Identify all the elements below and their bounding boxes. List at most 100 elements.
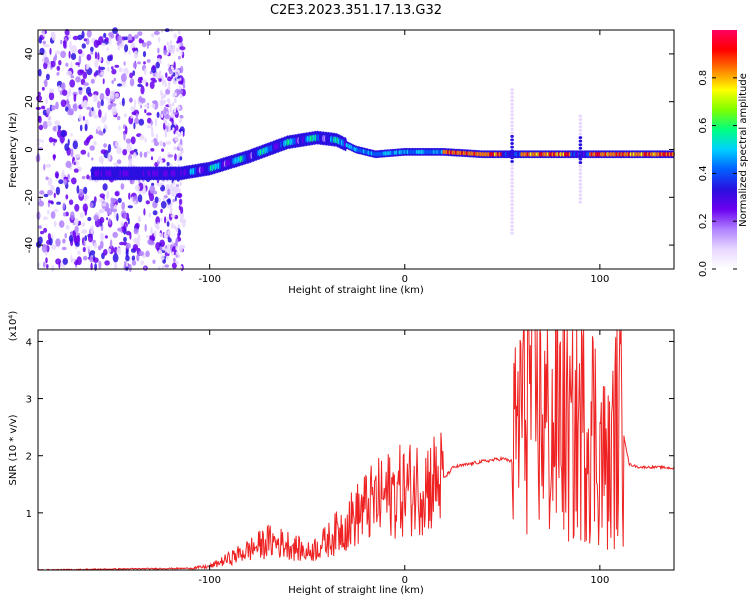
spectrogram-noise-cell [167, 249, 170, 254]
spectrogram-noise-cell [38, 200, 44, 207]
spectrogram-noise-cell [173, 33, 177, 39]
spectrogram-noise-cell [137, 76, 143, 84]
spectrogram-noise-cell [112, 253, 119, 263]
spectrogram-noise-cell [178, 198, 183, 205]
spectrogram-burst-cell [578, 164, 583, 168]
spectrogram-noise-cell [134, 117, 140, 125]
spectrogram-noise-cell [160, 75, 164, 79]
spectrogram-burst-cell [510, 217, 514, 221]
spectrogram-noise-cell [121, 36, 126, 41]
spectrogram-noise-cell [105, 87, 111, 97]
spectrogram-noise-cell [140, 85, 145, 95]
spectrogram-noise-cell [131, 47, 138, 51]
spectrogram-noise-cell [105, 96, 109, 101]
spectrogram-noise-cell [72, 140, 79, 150]
spectrogram-noise-cell [129, 78, 135, 87]
spectrogram-noise-cell [152, 259, 156, 264]
spectrogram-noise-cell [140, 260, 145, 266]
spectrogram-noise-cell [75, 62, 80, 66]
spectrogram-noise-cell [115, 141, 119, 148]
spectrogram-noise-cell [86, 245, 91, 250]
spectrogram-noise-cell [109, 239, 113, 249]
spectrogram-noise-cell [58, 60, 62, 66]
spectrogram-noise-cell [62, 40, 67, 49]
spectrogram-noise-cell [113, 262, 118, 270]
spectrogram-noise-cell [61, 246, 67, 251]
spectrogram-noise-cell [150, 156, 154, 161]
spectrogram-noise-cell [158, 74, 162, 79]
spectrogram-noise-cell [46, 107, 51, 115]
spectrogram-noise-cell [65, 224, 70, 230]
spectrogram-noise-cell [160, 92, 164, 97]
spectrogram-noise-cell [125, 255, 130, 262]
spectrogram-noise-cell [76, 256, 82, 266]
spectrogram-noise-cell [175, 228, 179, 233]
spectrogram-burst-cell [578, 179, 583, 183]
spectrogram-noise-cell [165, 248, 168, 253]
spectrogram-noise-cell [38, 225, 42, 229]
spectrogram-noise-cell [48, 237, 53, 246]
spectrogram-noise-cell [65, 160, 72, 168]
snr-x-tick-label: 0 [402, 575, 408, 586]
spectrogram-noise-cell [55, 238, 61, 247]
spectrogram-noise-cell [159, 232, 162, 237]
spectrogram-noise-cell [70, 61, 73, 70]
spectrogram-noise-cell [153, 30, 160, 36]
spectrogram-noise-cell [47, 189, 53, 196]
spectrogram-noise-cell [175, 73, 178, 78]
spectrogram-noise-cell [141, 79, 147, 84]
spectrogram-noise-cell [103, 143, 108, 148]
spectrogram-noise-cell [45, 257, 48, 264]
spectrogram-noise-cell [74, 225, 79, 234]
spectrogram-burst-cell [510, 142, 514, 145]
spectrogram-burst-cell [510, 120, 514, 124]
spectrogram-noise-cell [162, 142, 166, 148]
spectrogram-noise-cell [117, 45, 121, 51]
spectrogram-noise-cell [75, 76, 81, 83]
spectrogram-noise-cell [151, 33, 155, 38]
spectrogram-noise-cell [142, 51, 147, 58]
spectrogram-noise-cell [170, 214, 176, 218]
spectrogram-noise-cell [98, 65, 101, 74]
spectrogram-noise-cell [120, 221, 124, 227]
spectrogram-noise-cell [155, 61, 160, 69]
snr-panel: -100 0 100 1 2 3 4 Height of straight line (k… [8, 311, 675, 596]
spectrogram-burst-cell [510, 199, 514, 203]
spectrogram-noise-cell [45, 97, 48, 105]
spectrogram-noise-cell [130, 115, 134, 119]
spectrogram-noise-cell [64, 143, 69, 152]
spectrogram-noise-cell [176, 106, 179, 111]
spectrogram-noise-cell [42, 109, 48, 116]
spectrogram-noise-cell [114, 191, 120, 197]
spectrogram-noise-cell [160, 200, 167, 209]
spectrogram-y-ticks: -40 -20 0 20 40 [24, 48, 674, 253]
spectrogram-noise-cell [123, 236, 127, 243]
spectrogram-noise-cell [49, 47, 52, 55]
spectrogram-noise-cell [63, 176, 69, 180]
spectrogram-noise-cell [98, 36, 104, 45]
spectrogram-noise-cell [167, 237, 172, 243]
spectrogram-noise-cell [117, 197, 122, 204]
spectrogram-noise-cell [173, 61, 176, 71]
spectrogram-burst-cell [578, 143, 583, 147]
spectrogram-noise-cell [89, 250, 96, 256]
spectrogram-noise-cell [111, 106, 118, 116]
spectrogram-noise-cell [155, 133, 159, 140]
spectrogram-noise-cell [120, 183, 125, 190]
spectrogram-burst-cell [510, 181, 514, 185]
spectrogram-noise-cell [116, 213, 119, 222]
spectrogram-burst-cell [578, 132, 583, 136]
spectrogram-noise-cell [124, 36, 129, 41]
spectrogram-noise-cell [154, 118, 158, 127]
spectrogram-noise-cell [154, 196, 159, 204]
spectrogram-noise-cell [128, 264, 132, 273]
spectrogram-noise-cell [55, 186, 61, 196]
spectrogram-noise-cell [121, 73, 127, 82]
spectrogram-noise-cell [37, 262, 41, 268]
spectrogram-noise-cell [83, 139, 89, 146]
spectrogram-noise-cell [173, 146, 176, 151]
spectrogram-burst-cell [578, 146, 583, 150]
spectrogram-noise-cell [144, 67, 147, 76]
spectrogram-noise-cell [53, 208, 59, 213]
spectrogram-noise-cell [147, 239, 152, 245]
